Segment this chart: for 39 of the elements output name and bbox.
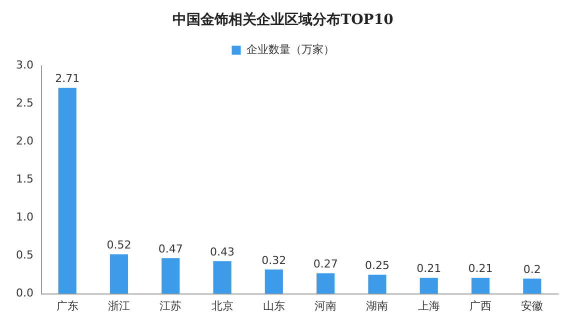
y-tick-label: 2.5 xyxy=(16,96,34,110)
data-label: 0.52 xyxy=(106,238,132,252)
data-label: 0.27 xyxy=(313,258,338,271)
x-tick-label: 浙江 xyxy=(108,299,130,312)
chart-title: 中国金饰相关企业区域分布TOP10 xyxy=(172,11,394,28)
y-tick-label: 1.0 xyxy=(16,210,34,224)
x-tick-label: 江苏 xyxy=(160,299,182,312)
legend-label: 企业数量（万家） xyxy=(246,43,334,56)
y-tick-label: 0.5 xyxy=(16,248,34,262)
data-label: 0.21 xyxy=(468,262,493,276)
bar xyxy=(420,278,438,294)
x-tick-label: 山东 xyxy=(262,299,285,312)
data-label: 0.21 xyxy=(416,262,442,276)
x-tick-label: 湖南 xyxy=(366,299,388,312)
bar xyxy=(316,273,335,294)
data-label: 0.2 xyxy=(523,262,541,276)
y-tick-label: 3.0 xyxy=(16,58,34,72)
data-label: 0.47 xyxy=(158,242,183,256)
data-label: 2.71 xyxy=(55,72,80,86)
bar xyxy=(110,254,128,294)
bar xyxy=(368,274,386,294)
bar xyxy=(58,88,76,294)
bar xyxy=(471,278,490,294)
bar xyxy=(162,258,180,294)
data-label: 0.43 xyxy=(210,245,235,258)
bar xyxy=(264,269,283,294)
data-label: 0.32 xyxy=(262,254,286,267)
bar xyxy=(523,278,542,294)
y-tick-label: 2.0 xyxy=(16,134,34,148)
x-tick-label: 北京 xyxy=(211,299,234,312)
x-tick-label: 上海 xyxy=(418,299,440,312)
x-tick-label: 河南 xyxy=(314,299,337,312)
x-tick-label: 广西 xyxy=(470,299,492,312)
x-tick-label: 安徽 xyxy=(521,299,544,312)
y-tick-label: 1.5 xyxy=(16,172,34,186)
bar xyxy=(213,261,232,294)
data-label: 0.25 xyxy=(364,259,390,272)
y-tick-label: 0.0 xyxy=(16,286,34,300)
x-tick-label: 广东 xyxy=(56,299,78,312)
